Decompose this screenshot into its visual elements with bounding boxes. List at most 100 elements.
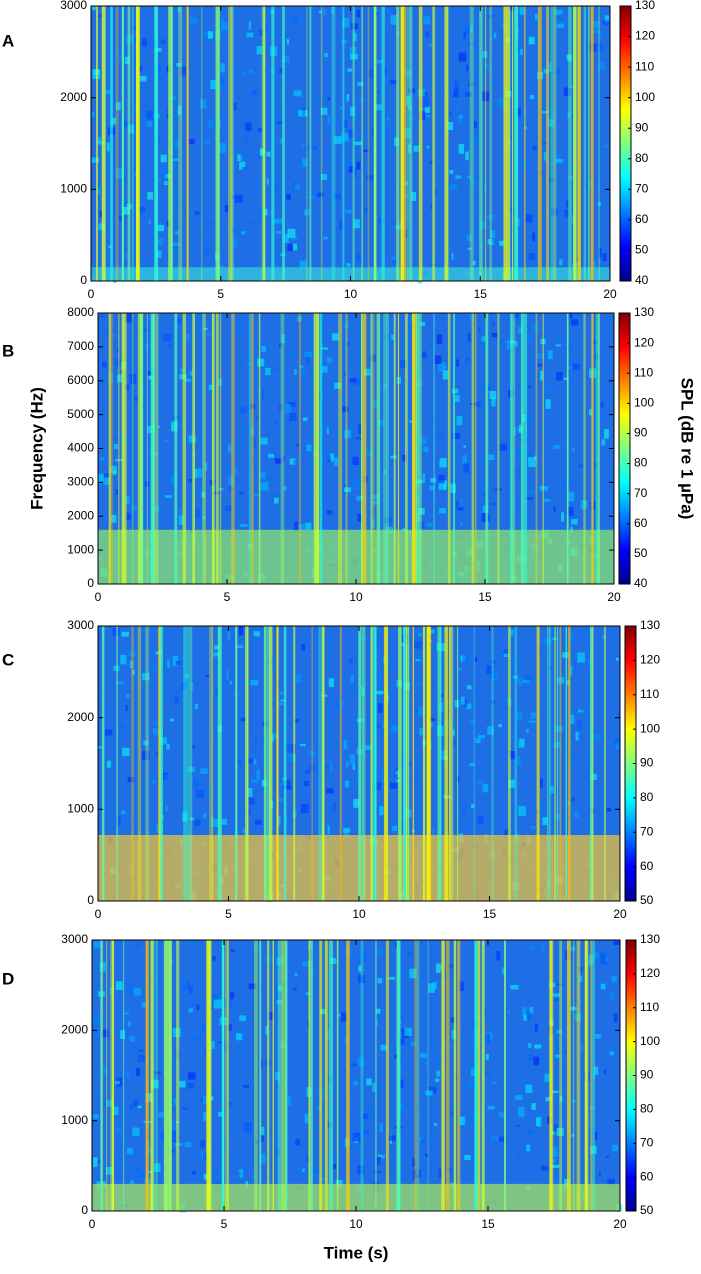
spectrogram-texture	[97, 137, 102, 143]
spectrogram-texture	[375, 1019, 379, 1026]
spectrogram-texture	[317, 186, 321, 196]
colorbar-tick-label: 50	[640, 893, 654, 907]
spectrogram-texture	[164, 173, 171, 179]
colorbar-tick-label: 100	[640, 1034, 660, 1048]
spectrogram-texture	[436, 1070, 441, 1077]
spectrogram-streak	[298, 313, 301, 584]
spectrogram-texture	[346, 94, 350, 102]
spectrogram-texture	[302, 106, 306, 116]
spectrogram-texture	[424, 1061, 429, 1065]
spectrogram-texture	[386, 117, 390, 121]
spectrogram-texture	[98, 690, 101, 694]
spectrogram-texture	[422, 98, 430, 108]
spectrogram-texture	[544, 1073, 551, 1082]
spectrogram-texture	[328, 678, 335, 688]
spectrogram-texture	[377, 1154, 383, 1157]
spectrogram-texture	[170, 475, 178, 486]
spectrogram-streak	[269, 626, 273, 901]
spectrogram-texture	[436, 334, 443, 344]
spectrogram-texture	[293, 718, 300, 723]
spectrogram-streak	[406, 626, 408, 901]
colorbar-tick-label: 90	[635, 120, 649, 134]
spectrogram-streak	[478, 940, 481, 1211]
spectrogram-texture	[204, 31, 212, 38]
spectrogram-texture	[127, 777, 135, 783]
spectrogram-texture	[415, 1110, 419, 1113]
spectrogram-texture	[233, 102, 237, 111]
spectrogram-texture	[113, 334, 116, 337]
x-tick-label: 0	[88, 287, 95, 301]
spectrogram-texture	[508, 779, 515, 788]
spectrogram-texture	[176, 63, 182, 67]
colorbar-tick-label: 80	[640, 1102, 654, 1116]
spectrogram-texture	[327, 116, 331, 125]
spectrogram-texture	[181, 681, 188, 691]
spectrogram-texture	[477, 815, 484, 825]
spectrogram-streak	[145, 626, 149, 901]
spectrogram-texture	[128, 1021, 131, 1027]
spectrogram-texture	[484, 62, 490, 70]
spectrogram-texture	[169, 1120, 176, 1131]
spectrogram-streak	[474, 313, 477, 584]
spectrogram-texture	[453, 89, 459, 98]
spectrogram-texture	[305, 992, 310, 995]
spectrogram-streak	[259, 940, 262, 1211]
spectrogram-texture	[390, 725, 398, 733]
spectrogram-texture	[141, 751, 150, 760]
spectrogram-texture	[307, 1020, 310, 1030]
spectrogram-streak	[403, 6, 407, 281]
spectrogram-texture	[285, 786, 292, 790]
spectrogram-texture	[171, 421, 178, 432]
spectrogram-texture	[553, 1176, 562, 1181]
spectrogram-texture	[260, 481, 269, 491]
spectrogram-texture	[143, 740, 149, 746]
spectrogram-texture	[293, 459, 298, 465]
spectrogram-streak	[432, 6, 436, 281]
spectrogram-texture	[438, 1168, 445, 1178]
y-tick-label: 0	[87, 893, 94, 907]
spectrogram-streak	[473, 626, 475, 901]
spectrogram-texture	[266, 477, 274, 480]
spectrogram-streak	[318, 626, 323, 901]
spectrogram-texture	[571, 319, 579, 326]
spectrogram-texture	[540, 370, 544, 381]
spectrogram-streak	[202, 313, 204, 584]
spectrogram-streak	[308, 940, 310, 1211]
spectrogram-texture	[364, 208, 368, 215]
spectrogram-texture	[352, 479, 360, 489]
spectrogram-streak	[132, 313, 134, 584]
spectrogram-streak	[427, 940, 429, 1211]
spectrogram-texture	[175, 231, 179, 235]
spectrogram-texture	[592, 1070, 596, 1078]
spectrogram-texture	[571, 519, 578, 525]
spectrogram-streak	[319, 313, 323, 584]
spectrogram-texture	[383, 470, 386, 474]
spectrogram-texture	[541, 1166, 549, 1171]
spectrogram-texture	[205, 220, 213, 227]
spectrogram-texture	[193, 1034, 202, 1040]
spectrogram-texture	[417, 508, 425, 515]
spectrogram-texture	[147, 192, 154, 200]
colorbar-tick-label: 120	[634, 335, 654, 349]
spectrogram-streak	[202, 313, 206, 584]
spectrogram-streak	[453, 313, 455, 584]
spectrogram-texture	[243, 135, 249, 143]
spectrogram-streak	[412, 313, 415, 584]
spectrogram-texture	[257, 358, 265, 367]
y-tick-label: 2000	[67, 710, 94, 724]
spectrogram-texture	[157, 425, 160, 428]
spectrogram-texture	[578, 709, 581, 713]
colorbar-tick-label: 70	[640, 1135, 654, 1149]
spectrogram-texture	[486, 1034, 491, 1043]
spectrogram-texture	[125, 496, 130, 505]
spectrogram-streak	[520, 313, 525, 584]
spectrogram-texture	[329, 1153, 338, 1163]
spectrogram-texture	[542, 142, 549, 145]
spectrogram-texture	[182, 812, 188, 822]
colorbar-tick-label: 40	[635, 273, 649, 287]
spectrogram-texture	[99, 457, 105, 461]
spectrogram-texture	[195, 507, 201, 518]
spectrogram-texture	[171, 1130, 177, 1135]
spectrogram-texture	[428, 1086, 437, 1094]
